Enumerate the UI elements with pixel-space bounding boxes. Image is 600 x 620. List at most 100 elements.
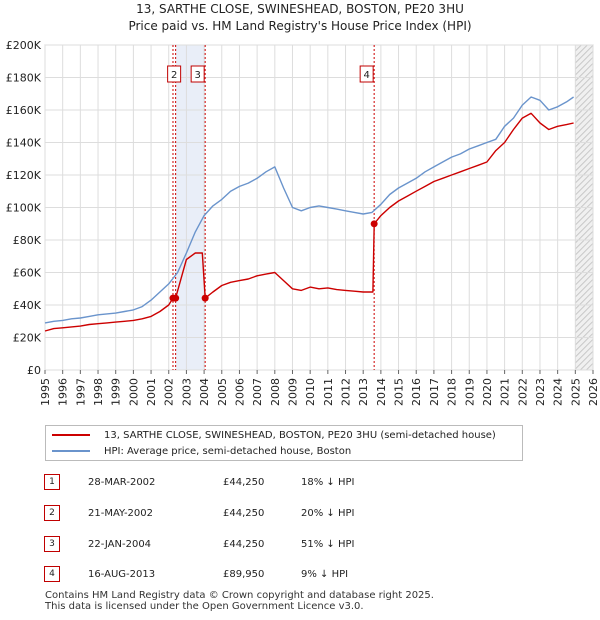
hatch-line bbox=[574, 140, 593, 160]
hatch-line bbox=[575, 15, 593, 33]
x-tick-label: 1998 bbox=[92, 378, 105, 406]
hatch-line bbox=[575, 45, 577, 46]
x-tick-label: 1995 bbox=[39, 378, 52, 406]
hatch-line bbox=[574, 45, 593, 64]
transaction-hpi-diff: 18% ↓ HPI bbox=[301, 477, 355, 488]
transaction-hpi-diff: 9% ↓ HPI bbox=[301, 569, 349, 580]
hatch-line bbox=[574, 122, 593, 142]
y-tick-label: £80K bbox=[13, 234, 42, 247]
transaction-number-badge: 3 bbox=[44, 536, 60, 552]
sale-point bbox=[370, 220, 378, 228]
hatch-line bbox=[574, 278, 593, 298]
hatch-line bbox=[574, 194, 593, 214]
sale-number-label: 3 bbox=[194, 70, 200, 81]
hatch-line bbox=[574, 158, 593, 178]
hatch-line bbox=[574, 68, 593, 88]
hatch-line bbox=[574, 104, 593, 124]
hatch-line bbox=[574, 314, 593, 334]
y-tick-label: £60K bbox=[13, 267, 42, 280]
hatch-line bbox=[574, 344, 593, 364]
hatch-line bbox=[574, 206, 593, 226]
hatch-line bbox=[574, 176, 593, 196]
chart-title: 13, SARTHE CLOSE, SWINESHEAD, BOSTON, PE… bbox=[136, 2, 464, 16]
x-tick-label: 2013 bbox=[357, 378, 370, 406]
legend-item-hpi: HPI: Average price, semi-detached house,… bbox=[52, 444, 351, 460]
x-tick-label: 2004 bbox=[198, 378, 211, 406]
hatch-line bbox=[574, 45, 583, 52]
hatch-line bbox=[574, 86, 593, 106]
x-tick-label: 2024 bbox=[552, 378, 565, 406]
hatch-line bbox=[574, 128, 593, 148]
x-tick-label: 2000 bbox=[127, 378, 140, 406]
hatch-line bbox=[574, 326, 593, 346]
hatch-line bbox=[574, 50, 593, 70]
hatch-line bbox=[574, 92, 593, 112]
x-tick-label: 2012 bbox=[340, 378, 353, 406]
hatch-line bbox=[574, 56, 593, 76]
transaction-date: 28-MAR-2002 bbox=[88, 477, 156, 488]
sale-number-box bbox=[167, 65, 182, 83]
chart-legend: 13, SARTHE CLOSE, SWINESHEAD, BOSTON, PE… bbox=[45, 425, 523, 461]
hatch-line bbox=[574, 332, 593, 352]
x-tick-label: 2008 bbox=[269, 378, 282, 406]
footer-licence: This data is licensed under the Open Gov… bbox=[45, 601, 364, 612]
hatch-line bbox=[574, 284, 593, 304]
hatch-line bbox=[574, 74, 593, 94]
y-tick-label: £180K bbox=[6, 72, 42, 85]
x-tick-label: 2017 bbox=[428, 378, 441, 406]
transaction-hpi-diff: 51% ↓ HPI bbox=[301, 539, 355, 550]
x-tick-label: 2001 bbox=[145, 378, 158, 406]
y-tick-label: £160K bbox=[6, 104, 42, 117]
transaction-number-badge: 4 bbox=[44, 566, 60, 582]
transaction-price: £89,950 bbox=[223, 569, 265, 580]
x-tick-label: 2025 bbox=[569, 378, 582, 406]
x-tick-label: 2020 bbox=[481, 378, 494, 406]
hatch-line bbox=[574, 248, 593, 268]
hatch-line bbox=[574, 272, 593, 292]
hatch-line bbox=[574, 110, 593, 130]
hatch-line bbox=[574, 290, 593, 310]
hatch-line bbox=[574, 170, 593, 190]
legend-label-price: 13, SARTHE CLOSE, SWINESHEAD, BOSTON, PE… bbox=[104, 430, 496, 441]
transaction-price: £44,250 bbox=[223, 508, 265, 519]
x-tick-label: 2007 bbox=[251, 378, 264, 406]
price-paid-line bbox=[44, 112, 574, 332]
sale-number-box bbox=[190, 65, 205, 83]
transaction-number-badge: 2 bbox=[44, 505, 60, 521]
sale-point bbox=[172, 294, 180, 302]
hatch-line bbox=[574, 242, 593, 262]
hatch-line bbox=[575, 3, 593, 21]
y-tick-label: £200K bbox=[6, 39, 42, 52]
transaction-row: 3 22-JAN-2004 £44,250 51% ↓ HPI bbox=[43, 536, 383, 554]
sale-number-label: 2 bbox=[171, 70, 177, 81]
x-tick-label: 2009 bbox=[286, 378, 299, 406]
hatch-line bbox=[574, 80, 593, 100]
hatch-line bbox=[574, 146, 593, 166]
transaction-price: £44,250 bbox=[223, 539, 265, 550]
hatch-line bbox=[574, 350, 593, 370]
transaction-date: 22-JAN-2004 bbox=[88, 539, 152, 550]
x-tick-label: 2011 bbox=[322, 378, 335, 406]
x-tick-label: 1996 bbox=[57, 378, 70, 406]
hatch-line bbox=[574, 338, 593, 358]
x-tick-label: 2010 bbox=[304, 378, 317, 406]
hatch-line bbox=[574, 45, 589, 58]
hatch-line bbox=[575, 0, 593, 15]
transaction-price: £44,250 bbox=[223, 477, 265, 488]
legend-swatch-hpi bbox=[52, 450, 90, 452]
y-tick-label: £0 bbox=[27, 364, 41, 377]
sale-number-box bbox=[359, 65, 374, 83]
hatch-line bbox=[574, 62, 593, 82]
x-tick-label: 2022 bbox=[516, 378, 529, 406]
hatch-line bbox=[574, 296, 593, 316]
hatch-line bbox=[574, 266, 593, 286]
transaction-hpi-diff: 20% ↓ HPI bbox=[301, 508, 355, 519]
hatch-line bbox=[579, 356, 593, 370]
price-chart: £0 £20K £40K £60K £80K £100K £120K £140K £160K £1… bbox=[6, 0, 600, 406]
transaction-date: 21-MAY-2002 bbox=[88, 508, 154, 519]
hatch-line bbox=[574, 254, 593, 274]
y-tick-label: £100K bbox=[6, 202, 42, 215]
hatch-line bbox=[574, 320, 593, 340]
hatch-line bbox=[574, 188, 593, 208]
hatch-line bbox=[585, 362, 593, 370]
